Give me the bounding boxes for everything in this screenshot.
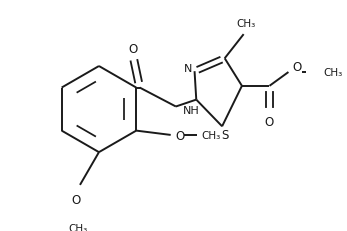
Text: S: S — [221, 129, 228, 142]
Text: CH₃: CH₃ — [202, 130, 221, 140]
Text: O: O — [128, 43, 137, 56]
Text: CH₃: CH₃ — [237, 19, 256, 29]
Text: O: O — [175, 130, 184, 143]
Text: CH₃: CH₃ — [324, 68, 343, 78]
Text: NH: NH — [183, 106, 200, 116]
Text: CH₃: CH₃ — [69, 223, 88, 231]
Text: N: N — [184, 64, 192, 73]
Text: O: O — [71, 193, 80, 206]
Text: O: O — [293, 61, 302, 74]
Text: O: O — [265, 115, 274, 128]
